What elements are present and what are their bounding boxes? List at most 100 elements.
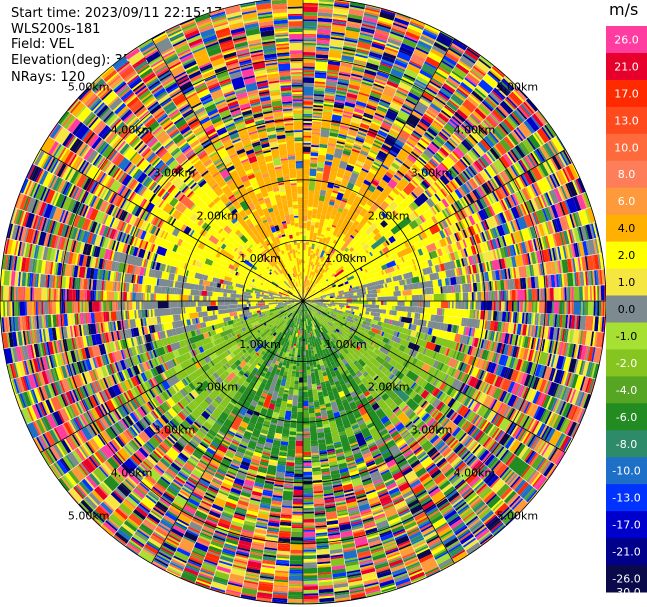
range-gate — [411, 276, 420, 284]
range-gate — [373, 35, 388, 42]
range-gate — [303, 264, 305, 269]
range-gate — [401, 148, 410, 156]
range-gate — [518, 265, 528, 278]
range-gate — [303, 46, 316, 53]
range-gate — [395, 58, 409, 65]
range-gate — [374, 78, 387, 84]
range-gate — [399, 46, 414, 55]
range-gate — [517, 289, 525, 301]
range-gate — [412, 110, 423, 118]
range-gate — [305, 252, 308, 263]
range-gate — [388, 151, 397, 158]
range-gate — [429, 51, 443, 60]
range-gate — [346, 223, 352, 228]
range-gate — [372, 39, 387, 45]
range-gate — [362, 117, 372, 123]
range-gate — [353, 143, 362, 149]
range-gate — [352, 170, 360, 175]
range-gate — [341, 199, 348, 203]
range-gate — [321, 205, 329, 215]
range-gate — [465, 76, 478, 86]
range-gate — [344, 247, 350, 253]
range-gate — [303, 42, 316, 45]
range-gate — [413, 50, 428, 58]
range-gate — [303, 137, 312, 142]
range-gate — [393, 96, 405, 104]
range-gate — [379, 128, 389, 134]
range-gate — [451, 301, 454, 309]
range-gate — [331, 256, 338, 263]
nrays-label: NRays: 120 — [11, 70, 86, 85]
range-gate — [368, 55, 382, 61]
range-gate — [504, 290, 507, 301]
range-gate — [303, 41, 317, 44]
range-gate — [390, 68, 404, 79]
range-gate — [369, 95, 381, 101]
range-gate — [472, 65, 486, 76]
range-gate — [312, 277, 315, 280]
range-gate — [361, 81, 373, 87]
range-gate — [315, 299, 318, 301]
range-gate — [316, 274, 327, 285]
range-gate — [376, 155, 385, 161]
range-gate — [440, 109, 452, 119]
range-gate — [338, 255, 342, 259]
range-gate — [382, 301, 385, 306]
range-gate — [431, 101, 443, 110]
range-gate — [370, 189, 381, 201]
range-gate — [304, 272, 306, 274]
range-gate — [326, 250, 332, 256]
range-gate — [382, 162, 390, 169]
range-gate — [311, 243, 315, 246]
range-gate — [546, 288, 549, 301]
range-gate — [332, 188, 339, 192]
range-gate — [368, 219, 374, 224]
range-gate — [340, 240, 346, 245]
range-gate — [395, 91, 407, 99]
range-gate — [477, 301, 480, 310]
range-gate — [303, 222, 307, 227]
range-gate — [415, 125, 426, 134]
range-gate — [328, 243, 344, 263]
range-gate — [304, 295, 305, 298]
range-gate — [330, 261, 334, 265]
range-gate — [306, 221, 312, 229]
range-gate — [313, 281, 317, 285]
range-gate — [331, 24, 346, 28]
range-gate — [379, 305, 382, 309]
range-gate — [440, 61, 453, 71]
range-gate — [471, 301, 474, 310]
range-gate — [330, 37, 344, 41]
range-gate — [495, 290, 498, 301]
range-gate — [585, 315, 594, 331]
range-gate — [337, 83, 349, 88]
range-gate — [304, 268, 307, 273]
range-gate — [303, 142, 311, 145]
range-gate — [366, 294, 371, 298]
range-gate — [323, 203, 329, 207]
range-gate — [389, 33, 404, 42]
range-gate — [405, 121, 416, 129]
range-gate — [454, 111, 466, 123]
range-gate — [352, 212, 359, 219]
range-gate — [355, 100, 367, 108]
range-gate — [316, 213, 322, 220]
range-gate — [336, 89, 348, 93]
range-gate — [342, 114, 352, 119]
range-gate — [445, 79, 458, 89]
range-gate — [313, 104, 324, 108]
range-gate — [330, 265, 334, 269]
range-gate — [403, 175, 411, 182]
range-gate — [418, 121, 429, 129]
range-gate — [357, 158, 365, 163]
range-gate — [380, 97, 392, 104]
range-gate — [371, 144, 381, 151]
range-gate — [401, 106, 412, 114]
range-gate — [308, 291, 310, 294]
range-gate — [374, 139, 383, 146]
range-gate — [367, 220, 373, 226]
range-gate — [395, 15, 410, 23]
range-gate — [393, 20, 408, 28]
range-gate — [313, 103, 324, 106]
range-gate — [528, 289, 533, 301]
